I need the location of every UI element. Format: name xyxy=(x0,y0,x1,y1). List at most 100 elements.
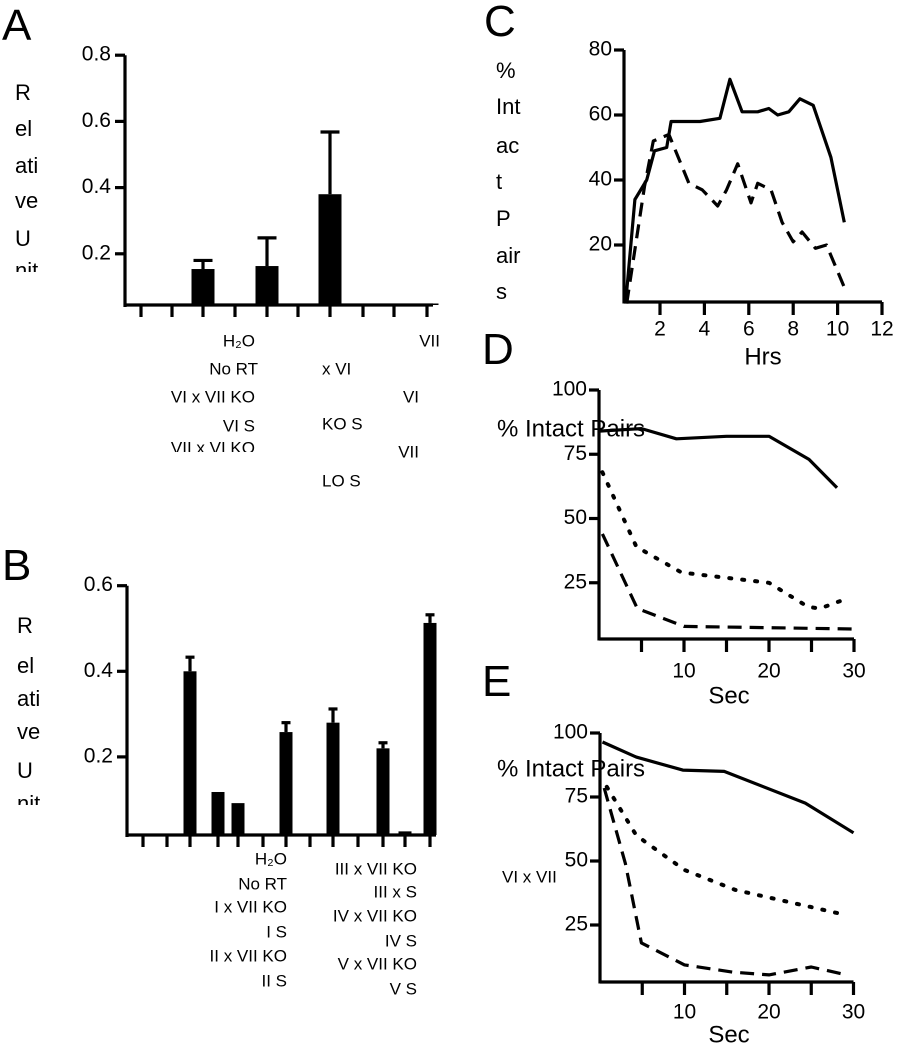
bar xyxy=(382,303,406,305)
category-label: V S xyxy=(390,979,417,998)
y-axis-label-line: s xyxy=(496,279,507,304)
annotation-label: VI x VII xyxy=(502,867,557,886)
y-axis-label-line: R xyxy=(17,613,33,638)
category-label: VI xyxy=(403,387,419,406)
category-label: III x S xyxy=(374,882,417,901)
bar xyxy=(255,266,279,305)
series-line-dashed xyxy=(600,533,855,631)
bar xyxy=(160,303,184,305)
x-tick-label: 30 xyxy=(842,1001,865,1024)
category-label: H₂O xyxy=(223,331,255,350)
line-chart-e: 25 50 75 100 10 20 30 Sec % Intact Pairs VI x VII xyxy=(497,721,865,1049)
x-tick-label: 8 xyxy=(787,318,799,341)
y-tick-label: 0.2 xyxy=(82,241,111,264)
y-axis-label-line: el xyxy=(15,116,32,141)
category-label: I x VII KO xyxy=(214,897,287,916)
y-axis-label-line: R xyxy=(15,80,31,105)
bar xyxy=(136,833,150,835)
y-tick-label: 25 xyxy=(565,913,588,936)
y-axis-label-line: nit xyxy=(15,258,38,283)
x-tick-label: 2 xyxy=(654,318,666,341)
category-label: No RT xyxy=(209,359,258,378)
y-tick-label: 25 xyxy=(564,570,587,593)
line-chart-d: 25 50 75 100 10 20 30 Sec % Intact Pairs xyxy=(497,378,866,710)
x-tick-label: 10 xyxy=(673,1001,696,1024)
series-line-dotted xyxy=(604,784,847,917)
bar xyxy=(160,833,174,835)
y-tick-label: 100 xyxy=(552,378,587,401)
x-tick-label: 30 xyxy=(842,660,865,683)
series-line-solid xyxy=(598,427,839,489)
panel-label-b: B xyxy=(2,541,31,590)
y-tick-label: 0.6 xyxy=(82,109,111,132)
panel-label-c: C xyxy=(484,0,516,46)
x-tick-label: 10 xyxy=(826,318,849,341)
bar xyxy=(256,833,270,835)
y-tick-label: 40 xyxy=(589,168,612,191)
category-label: V x VII KO xyxy=(338,954,417,973)
y-axis-label-line: ati xyxy=(15,153,38,178)
bar xyxy=(191,269,215,305)
x-tick-label: 20 xyxy=(757,660,780,683)
y-tick-label: 0.4 xyxy=(84,659,114,682)
bar xyxy=(129,303,153,305)
category-label: III x VII KO xyxy=(335,859,417,878)
series-line-solid xyxy=(601,740,855,835)
panel-label-d: D xyxy=(482,325,514,374)
y-axis-label-line: ve xyxy=(17,719,40,744)
category-label: VII xyxy=(419,331,440,350)
y-axis-label-line: U xyxy=(17,758,33,783)
y-tick-label: 50 xyxy=(564,506,587,529)
series-line-dotted xyxy=(600,470,850,611)
x-tick-label: 10 xyxy=(672,660,695,683)
category-label: VII xyxy=(398,442,419,461)
bar xyxy=(211,791,225,835)
y-axis-label: % Intact Pairs xyxy=(497,415,645,442)
category-label: No RT xyxy=(238,874,287,893)
bar xyxy=(376,748,390,835)
y-axis-label-line: ve xyxy=(15,188,38,213)
category-label: IV x VII KO xyxy=(333,906,417,925)
bar xyxy=(303,833,317,835)
bar xyxy=(286,303,310,305)
y-axis-label-line: nit xyxy=(17,791,40,816)
y-tick-label: 0.8 xyxy=(82,43,111,66)
x-axis-label: Sec xyxy=(708,1021,749,1048)
x-axis-label: Sec xyxy=(708,682,749,709)
y-tick-label: 60 xyxy=(589,103,612,126)
category-label: LO S xyxy=(322,471,361,490)
y-tick-label: 75 xyxy=(564,442,587,465)
series-line-dashed xyxy=(625,132,846,304)
category-label: IV S xyxy=(385,931,417,950)
category-label: I S xyxy=(266,922,287,941)
x-axis-label: Hrs xyxy=(744,343,781,370)
panel-label-e: E xyxy=(482,657,511,706)
y-axis-label-line: P xyxy=(496,206,511,231)
category-label: VII x VI KO xyxy=(171,438,255,457)
bar xyxy=(326,722,340,835)
bar xyxy=(351,833,365,835)
x-tick-label: 12 xyxy=(870,318,893,341)
y-axis-label-line: Int xyxy=(496,94,520,119)
bar xyxy=(279,732,293,835)
y-tick-label: 0.6 xyxy=(84,573,113,596)
y-axis-label-line: el xyxy=(17,653,34,678)
y-axis-label-line: t xyxy=(496,169,502,194)
x-tick-label: 20 xyxy=(757,1001,780,1024)
y-tick-label: 50 xyxy=(565,849,588,872)
x-tick-label: 6 xyxy=(743,318,755,341)
panel-label-a: A xyxy=(2,1,32,50)
category-label: II x VII KO xyxy=(210,946,287,965)
clipped-label: VII x VI KO xyxy=(171,438,255,457)
category-label: x VI xyxy=(322,359,351,378)
y-axis-label-line: ac xyxy=(496,133,519,158)
y-axis-label-line: U xyxy=(15,226,31,251)
bar xyxy=(231,803,245,835)
y-tick-label: 100 xyxy=(553,721,588,744)
